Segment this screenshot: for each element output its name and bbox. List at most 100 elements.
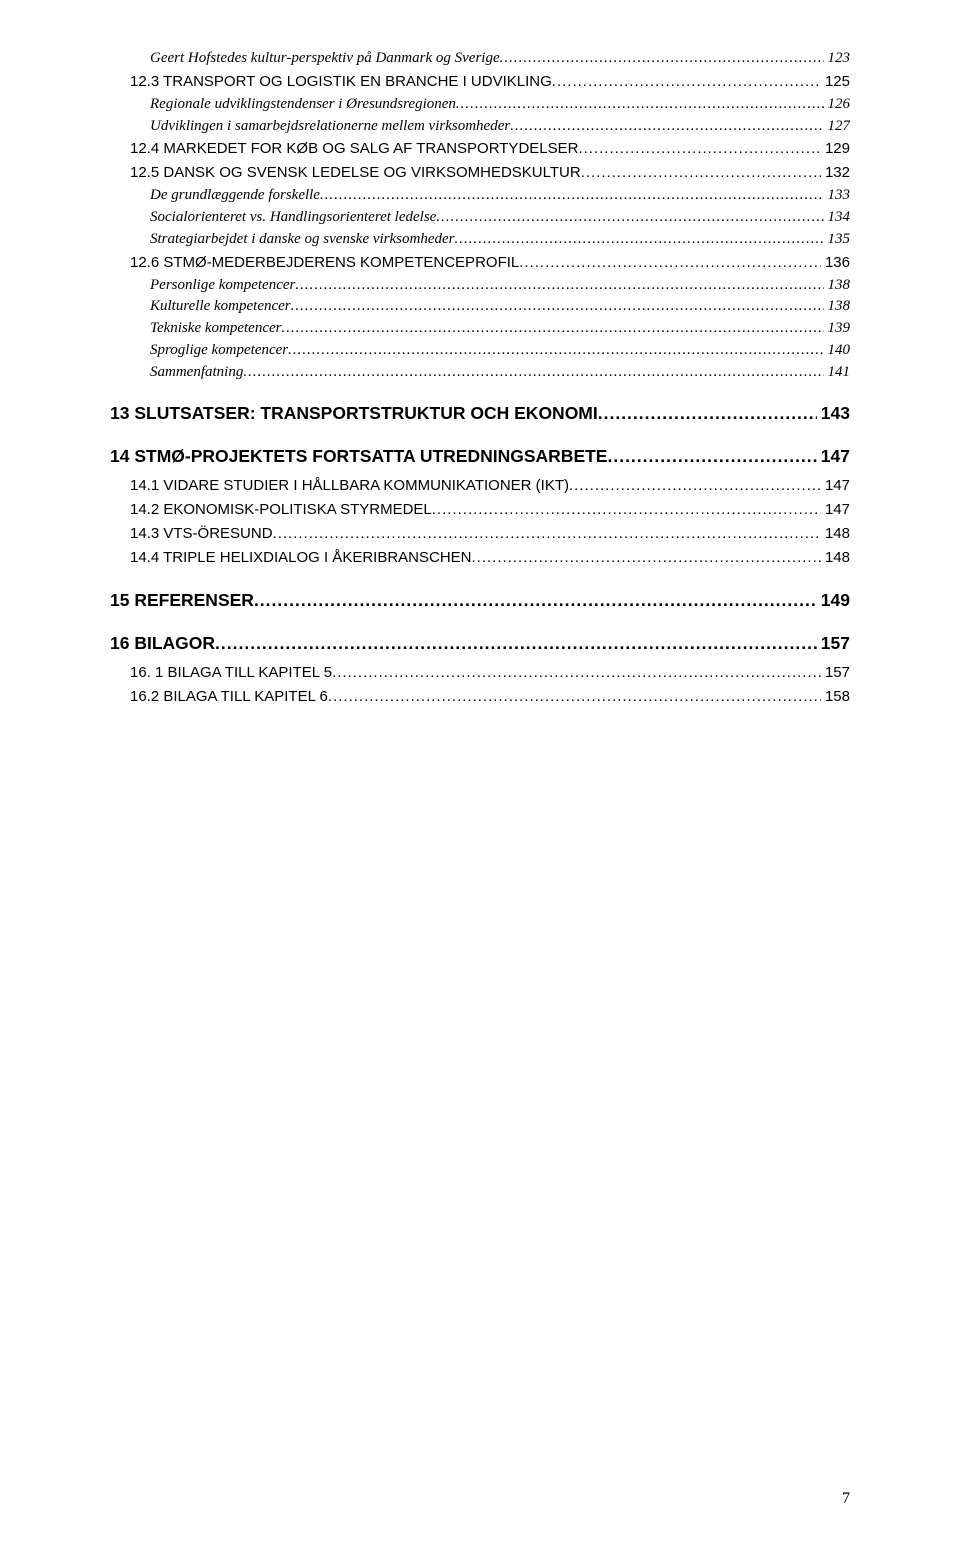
toc-leader (578, 137, 821, 161)
toc-leader (215, 631, 817, 656)
toc-entry: 16 BILAGOR 157 (110, 631, 850, 656)
toc-leader (328, 685, 821, 709)
toc-leader (598, 401, 817, 426)
toc-leader (456, 94, 824, 116)
toc-entry: 12.6 STMØ-MEDERBEJDERENS KOMPETENCEPROFI… (130, 251, 850, 275)
toc-leader (519, 251, 821, 275)
toc-entry-page: 148 (821, 546, 850, 570)
toc-entry-label: Udviklingen i samarbejdsrelationerne mel… (150, 116, 510, 138)
toc-entry-page: 140 (824, 340, 851, 362)
toc-entry-label: De grundlæggende forskelle (150, 185, 320, 207)
toc-entry: 14.1 VIDARE STUDIER I HÅLLBARA KOMMUNIKA… (130, 474, 850, 498)
toc-entry: Sammenfatning 141 (150, 362, 850, 384)
toc-leader (607, 444, 816, 469)
toc-entry-page: 147 (821, 498, 850, 522)
toc-entry-label: 16 BILAGOR (110, 631, 215, 656)
toc-entry-page: 149 (817, 588, 850, 613)
toc-entry-page: 127 (824, 116, 851, 138)
toc-entry-page: 135 (824, 229, 851, 251)
toc-entry-label: Socialorienteret vs. Handlingsorienteret… (150, 207, 436, 229)
toc-entry: Udviklingen i samarbejdsrelationerne mel… (150, 116, 850, 138)
toc-entry: Regionale udviklingstendenser i Øresunds… (150, 94, 850, 116)
toc-entry: De grundlæggende forskelle 133 (150, 185, 850, 207)
toc-entry-page: 157 (821, 661, 850, 685)
toc-entry-page: 157 (817, 631, 850, 656)
toc-leader (581, 161, 821, 185)
toc-leader (288, 340, 823, 362)
toc-entry-label: Kulturelle kompetencer (150, 296, 291, 318)
toc-leader (254, 588, 817, 613)
toc-entry-label: 14.1 VIDARE STUDIER I HÅLLBARA KOMMUNIKA… (130, 474, 569, 498)
toc-entry: 16. 1 BILAGA TILL KAPITEL 5 157 (130, 661, 850, 685)
toc-entry-page: 133 (824, 185, 851, 207)
toc-entry-page: 147 (817, 444, 850, 469)
toc-leader (273, 522, 821, 546)
toc-entry-page: 132 (821, 161, 850, 185)
toc-entry-page: 125 (821, 70, 850, 94)
toc-leader (455, 229, 824, 251)
toc-entry-label: Regionale udviklingstendenser i Øresunds… (150, 94, 456, 116)
toc-entry-label: 14.2 EKONOMISK-POLITISKA STYRMEDEL (130, 498, 432, 522)
toc-entry-label: 16. 1 BILAGA TILL KAPITEL 5 (130, 661, 332, 685)
toc-leader (295, 275, 823, 297)
toc-entry-page: 138 (824, 296, 851, 318)
toc-entry-page: 143 (817, 401, 850, 426)
toc-entry: 13 SLUTSATSER: TRANSPORTSTRUKTUR OCH EKO… (110, 401, 850, 426)
toc-entry-label: Strategiarbejdet i danske og svenske vir… (150, 229, 455, 251)
toc-leader (472, 546, 821, 570)
toc-entry-page: 129 (821, 137, 850, 161)
toc-leader (436, 207, 823, 229)
toc-entry-page: 123 (824, 48, 851, 70)
toc-leader (332, 661, 821, 685)
toc-leader (432, 498, 821, 522)
toc-leader (500, 48, 824, 70)
toc-entry-label: 14.4 TRIPLE HELIXDIALOG I ÅKERIBRANSCHEN (130, 546, 472, 570)
toc-entry: 14.3 VTS-ÖRESUND 148 (130, 522, 850, 546)
toc-leader (320, 185, 824, 207)
toc-entry-page: 126 (824, 94, 851, 116)
toc-entry: 14.4 TRIPLE HELIXDIALOG I ÅKERIBRANSCHEN… (130, 546, 850, 570)
toc-leader (243, 362, 823, 384)
toc-leader (281, 318, 823, 340)
toc-entry: 12.4 MARKEDET FOR KØB OG SALG AF TRANSPO… (130, 137, 850, 161)
toc-entry-label: 16.2 BILAGA TILL KAPITEL 6 (130, 685, 328, 709)
toc-entry-label: 12.6 STMØ-MEDERBEJDERENS KOMPETENCEPROFI… (130, 251, 519, 275)
toc-entry-label: Tekniske kompetencer (150, 318, 281, 340)
toc-entry-page: 136 (821, 251, 850, 275)
toc-entry: Kulturelle kompetencer 138 (150, 296, 850, 318)
toc-leader (552, 70, 821, 94)
toc-entry-page: 158 (821, 685, 850, 709)
toc-entry: Personlige kompetencer 138 (150, 275, 850, 297)
toc-entry: 14 STMØ-PROJEKTETS FORTSATTA UTREDNINGSA… (110, 444, 850, 469)
toc-entry: Socialorienteret vs. Handlingsorienteret… (150, 207, 850, 229)
toc-entry-page: 134 (824, 207, 851, 229)
toc-leader (291, 296, 824, 318)
toc-entry: Sproglige kompetencer 140 (150, 340, 850, 362)
toc-entry: Strategiarbejdet i danske og svenske vir… (150, 229, 850, 251)
toc-leader (510, 116, 823, 138)
toc-entry-label: 12.3 TRANSPORT OG LOGISTIK EN BRANCHE I … (130, 70, 552, 94)
toc-entry-page: 139 (824, 318, 851, 340)
toc-entry-label: Sammenfatning (150, 362, 243, 384)
toc-entry-page: 141 (824, 362, 851, 384)
toc-entry-page: 148 (821, 522, 850, 546)
toc-entry-label: Sproglige kompetencer (150, 340, 288, 362)
toc-entry-label: Geert Hofstedes kultur-perspektiv på Dan… (150, 48, 500, 70)
table-of-contents: Geert Hofstedes kultur-perspektiv på Dan… (110, 48, 850, 709)
toc-entry-label: Personlige kompetencer (150, 275, 295, 297)
toc-entry: 12.3 TRANSPORT OG LOGISTIK EN BRANCHE I … (130, 70, 850, 94)
toc-entry: Geert Hofstedes kultur-perspektiv på Dan… (150, 48, 850, 70)
toc-entry-label: 14.3 VTS-ÖRESUND (130, 522, 273, 546)
toc-entry-label: 12.4 MARKEDET FOR KØB OG SALG AF TRANSPO… (130, 137, 578, 161)
toc-entry-label: 14 STMØ-PROJEKTETS FORTSATTA UTREDNINGSA… (110, 444, 607, 469)
toc-entry-label: 12.5 DANSK OG SVENSK LEDELSE OG VIRKSOMH… (130, 161, 581, 185)
document-page: Geert Hofstedes kultur-perspektiv på Dan… (0, 0, 960, 1568)
page-number: 7 (842, 1490, 850, 1508)
toc-entry: 16.2 BILAGA TILL KAPITEL 6 158 (130, 685, 850, 709)
toc-entry-page: 147 (821, 474, 850, 498)
toc-entry-label: 13 SLUTSATSER: TRANSPORTSTRUKTUR OCH EKO… (110, 401, 598, 426)
toc-entry-page: 138 (824, 275, 851, 297)
toc-entry: 15 REFERENSER 149 (110, 588, 850, 613)
toc-leader (569, 474, 821, 498)
toc-entry: Tekniske kompetencer 139 (150, 318, 850, 340)
